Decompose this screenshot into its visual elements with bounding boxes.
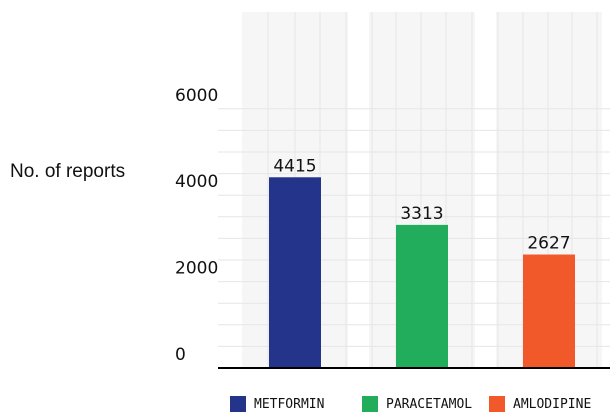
legend-item-amlodipine: AMLODIPINE — [489, 396, 591, 412]
y-tick-label-6000: 6000 — [175, 86, 218, 106]
legend-label-paracetamol: PARACETAMOL — [386, 396, 473, 412]
bar-metformin — [269, 177, 321, 368]
bar-paracetamol — [396, 224, 448, 368]
y-tick-label-4000: 4000 — [175, 172, 218, 192]
data-label-metformin: 4415 — [273, 156, 316, 176]
data-label-paracetamol: 3313 — [400, 204, 443, 224]
bar-amlodipine — [523, 254, 575, 368]
legend-item-paracetamol: PARACETAMOL — [362, 396, 472, 412]
data-label-amlodipine: 2627 — [527, 234, 570, 254]
y-axis-label: No. of reports — [10, 161, 126, 182]
y-tick-label-2000: 2000 — [175, 259, 218, 279]
legend-swatch-paracetamol — [362, 396, 378, 412]
legend-swatch-amlodipine — [489, 396, 505, 412]
legend-item-metformin: METFORMIN — [230, 396, 324, 412]
legend-swatch-metformin — [230, 396, 246, 412]
legend-label-amlodipine: AMLODIPINE — [513, 396, 592, 412]
legend-label-metformin: METFORMIN — [254, 396, 325, 412]
y-tick-label-0: 0 — [175, 345, 186, 365]
